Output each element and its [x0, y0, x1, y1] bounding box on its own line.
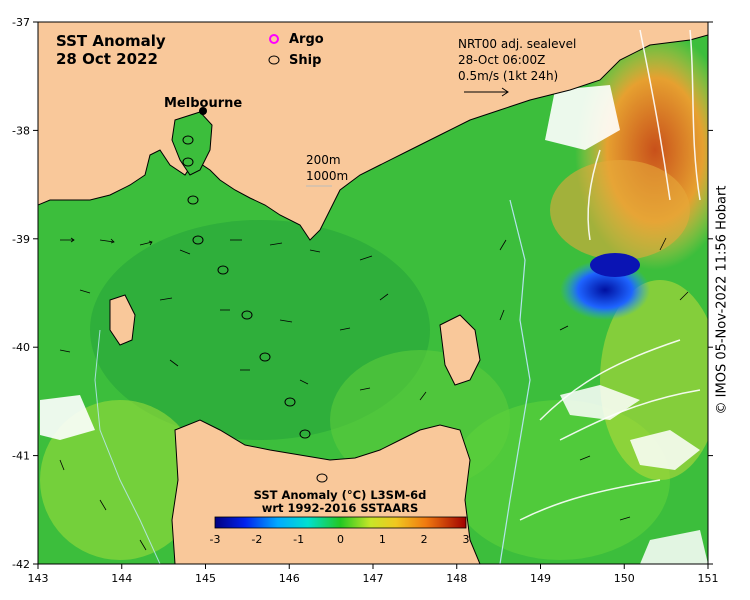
current-vectors [59, 237, 689, 551]
current-scale-arrow [464, 87, 509, 97]
x-tick-label: 144 [111, 572, 132, 585]
shelf-contour-1000m [499, 199, 531, 564]
contour-label-1000m: 1000m [306, 169, 348, 183]
y-tick-label: -37 [12, 16, 30, 29]
colorbar-subtitle: wrt 1992-2016 SSTAARS [262, 501, 419, 515]
current-product-label: NRT00 adj. sealevel [458, 37, 576, 51]
x-tick-label: 148 [446, 572, 467, 585]
ship-legend-icon [268, 55, 280, 65]
x-tick-label: 146 [279, 572, 300, 585]
x-tick-label: 151 [698, 572, 719, 585]
x-tick-label: 147 [363, 572, 384, 585]
map-plot-area [38, 22, 708, 564]
colorbar [214, 516, 467, 529]
contour-label-200m: 200m [306, 153, 341, 167]
colorbar-tick-label: -2 [251, 533, 262, 546]
colorbar-tick-label: 1 [379, 533, 386, 546]
y-tick-label: -42 [12, 558, 30, 571]
argo-legend-label: Argo [289, 32, 324, 47]
colorbar-tick-label: 3 [463, 533, 470, 546]
x-tick-label: 143 [28, 572, 49, 585]
melbourne-marker [199, 107, 207, 115]
y-axis-ticks: -37 -38 -39 -40 -41 -42 [12, 16, 713, 571]
current-time-label: 28-Oct 06:00Z [458, 53, 545, 67]
land-victoria [38, 22, 708, 241]
x-tick-label: 149 [530, 572, 551, 585]
argo-legend-icon [269, 34, 279, 44]
y-tick-label: -41 [12, 450, 30, 463]
city-label-melbourne: Melbourne [164, 96, 242, 111]
colorbar-tick-label: -3 [210, 533, 221, 546]
map-date: 28 Oct 2022 [56, 50, 158, 68]
credit-text: © IMOS 05-Nov-2022 11:56 Hobart [714, 185, 730, 415]
port-phillip-bay [171, 111, 213, 176]
ship-legend-label: Ship [289, 53, 321, 68]
y-tick-label: -38 [12, 124, 30, 137]
colorbar-tick-label: -1 [293, 533, 304, 546]
colorbar-title: SST Anomaly (°C) L3SM-6d [254, 488, 427, 502]
colorbar-tick-label: 0 [337, 533, 344, 546]
colorbar-tick-label: 2 [421, 533, 428, 546]
x-axis-ticks: 143 144 145 146 147 148 149 150 151 [28, 564, 719, 585]
map-title: SST Anomaly [56, 32, 166, 50]
x-tick-label: 150 [614, 572, 635, 585]
current-streamlines [519, 29, 701, 521]
y-tick-label: -39 [12, 233, 30, 246]
land-king-island [109, 294, 136, 346]
land-flinders-island [439, 314, 481, 386]
y-tick-label: -40 [12, 341, 30, 354]
ship-track [182, 135, 328, 483]
current-scale-label: 0.5m/s (1kt 24h) [458, 69, 558, 83]
colorbar-ticks: -3 -2 -1 0 1 2 3 [210, 533, 470, 546]
x-tick-label: 145 [195, 572, 216, 585]
